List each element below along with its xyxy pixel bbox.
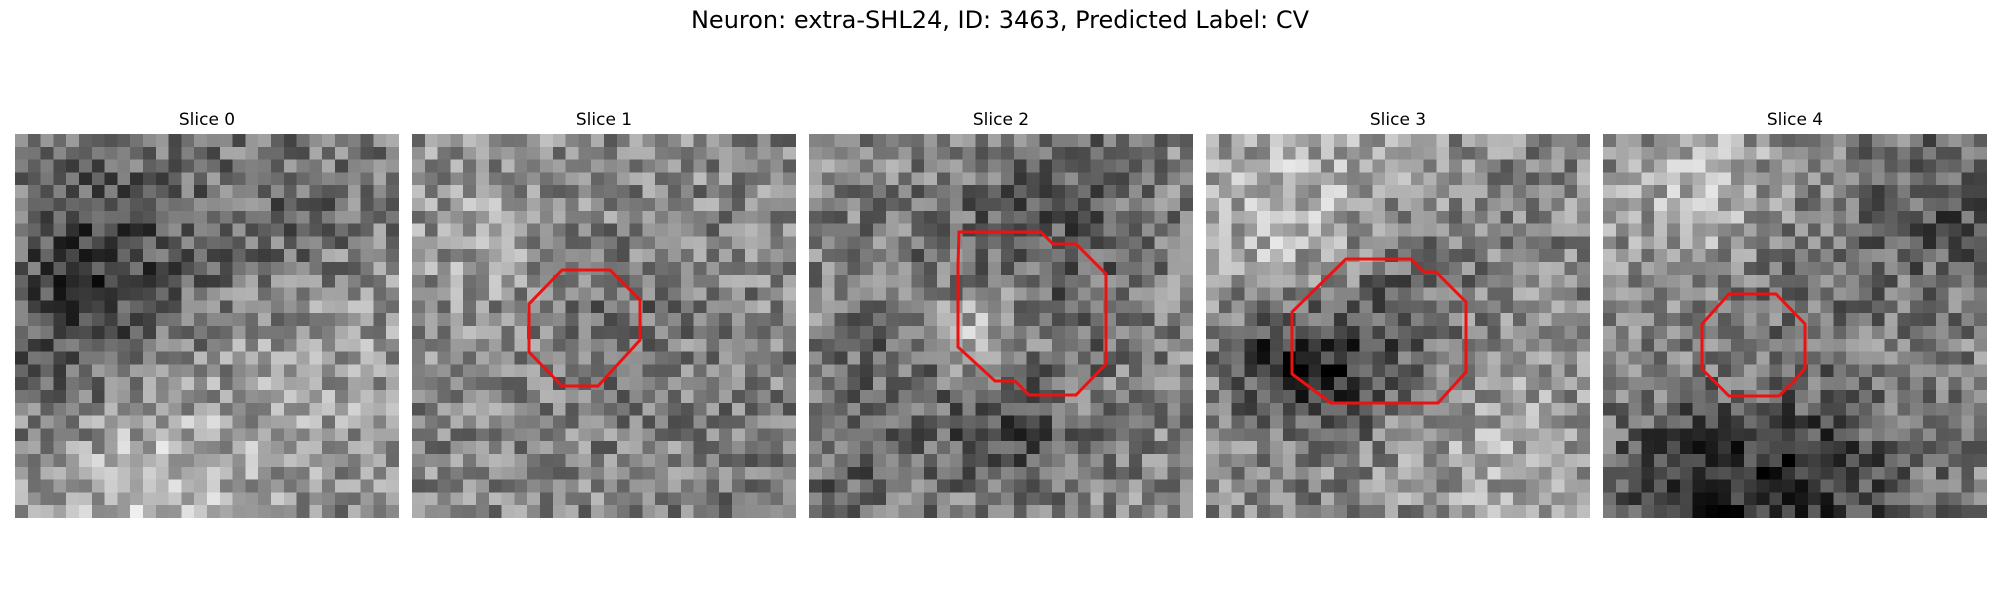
roi-overlay bbox=[809, 134, 1193, 518]
roi-overlay bbox=[1206, 134, 1590, 518]
roi-overlay bbox=[15, 134, 399, 518]
slice-title: Slice 4 bbox=[1603, 110, 1987, 130]
roi-outline bbox=[529, 270, 640, 386]
slice-title: Slice 2 bbox=[809, 110, 1193, 130]
slice-title: Slice 0 bbox=[15, 110, 399, 130]
roi-outline bbox=[1292, 259, 1466, 403]
roi-outline bbox=[958, 232, 1106, 395]
roi-outline bbox=[1702, 294, 1805, 396]
slice-title: Slice 3 bbox=[1206, 110, 1590, 130]
roi-overlay bbox=[1603, 134, 1987, 518]
slice-title: Slice 1 bbox=[412, 110, 796, 130]
roi-overlay bbox=[412, 134, 796, 518]
figure-title: Neuron: extra-SHL24, ID: 3463, Predicted… bbox=[0, 6, 2000, 34]
